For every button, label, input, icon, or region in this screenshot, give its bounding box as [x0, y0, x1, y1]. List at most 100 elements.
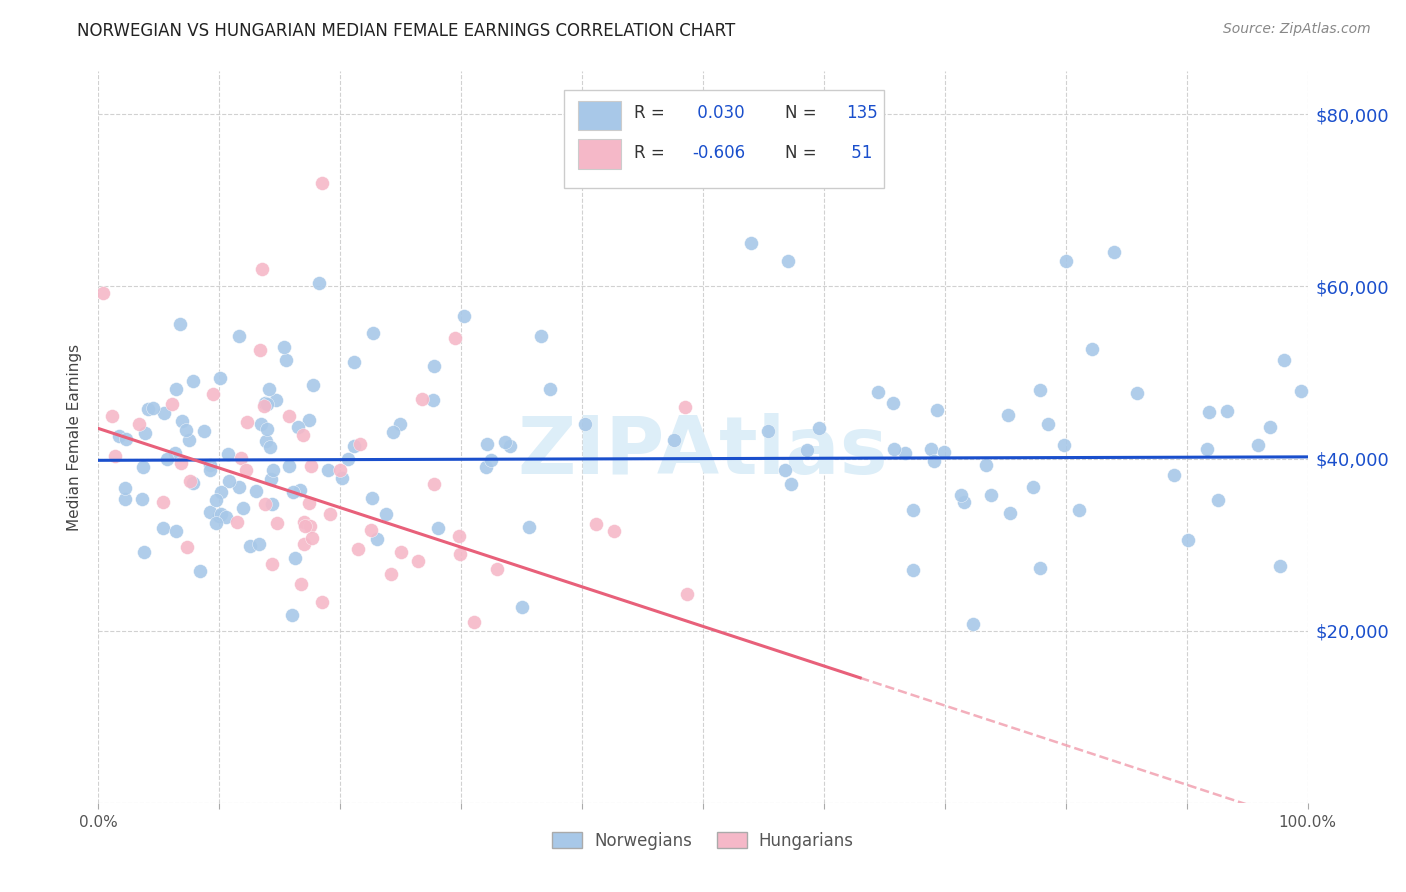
Point: [311, 595, 333, 609]
Point: [311, 176, 333, 190]
Point: [301, 531, 323, 545]
Point: [477, 436, 499, 450]
Point: [281, 485, 304, 500]
Point: [114, 432, 136, 446]
Point: [479, 452, 502, 467]
Point: [776, 253, 799, 268]
Point: [239, 539, 262, 553]
Point: [1054, 253, 1077, 268]
Point: [217, 446, 239, 460]
Point: [260, 472, 283, 486]
Point: [427, 521, 450, 535]
Point: [91, 285, 114, 300]
Point: [381, 425, 404, 440]
Point: [585, 517, 607, 532]
Point: [204, 516, 226, 530]
Point: [486, 562, 509, 576]
Point: [1029, 384, 1052, 398]
FancyBboxPatch shape: [564, 90, 884, 188]
Point: [198, 505, 221, 519]
Point: [349, 437, 371, 451]
FancyBboxPatch shape: [578, 139, 621, 169]
Point: [866, 384, 889, 399]
Point: [250, 262, 273, 277]
Point: [107, 429, 129, 443]
Point: [274, 353, 297, 368]
Text: N =: N =: [785, 144, 823, 161]
Point: [259, 441, 281, 455]
Point: [208, 508, 231, 523]
Point: [256, 422, 278, 436]
Point: [247, 536, 270, 550]
Point: [156, 451, 179, 466]
Point: [273, 340, 295, 354]
Point: [235, 415, 257, 429]
Point: [250, 417, 273, 432]
Point: [962, 617, 984, 632]
Point: [391, 544, 413, 558]
Legend: Norwegians, Hungarians: Norwegians, Hungarians: [546, 825, 860, 856]
Point: [1029, 561, 1052, 575]
Point: [225, 515, 247, 529]
Point: [205, 492, 228, 507]
Point: [453, 310, 475, 324]
Point: [292, 427, 315, 442]
Point: [360, 524, 382, 538]
Point: [901, 563, 924, 577]
Point: [423, 477, 446, 491]
Point: [366, 532, 388, 546]
Point: [172, 414, 194, 428]
Point: [264, 393, 287, 408]
Point: [100, 409, 122, 423]
Point: [343, 355, 366, 369]
Point: [519, 520, 541, 534]
Point: [676, 587, 699, 601]
Point: [253, 396, 276, 410]
Point: [343, 439, 366, 453]
Text: Source: ZipAtlas.com: Source: ZipAtlas.com: [1223, 22, 1371, 37]
Point: [329, 462, 352, 476]
Point: [408, 554, 430, 568]
Point: [444, 331, 467, 345]
Text: N =: N =: [785, 104, 823, 122]
Point: [277, 409, 299, 424]
Point: [953, 495, 976, 509]
Point: [411, 392, 433, 406]
Point: [290, 576, 312, 591]
Point: [780, 476, 803, 491]
Point: [292, 515, 315, 529]
Point: [662, 433, 685, 447]
Point: [177, 434, 200, 448]
Point: [245, 484, 267, 499]
Point: [1291, 384, 1313, 398]
Point: [347, 542, 370, 557]
Point: [278, 458, 301, 473]
Point: [218, 474, 240, 488]
Text: R =: R =: [634, 104, 671, 122]
Point: [292, 537, 315, 551]
Point: [281, 607, 304, 622]
Point: [114, 491, 136, 506]
Point: [1247, 438, 1270, 452]
Point: [198, 463, 221, 477]
Point: [1206, 492, 1229, 507]
Point: [1081, 342, 1104, 356]
Point: [463, 615, 485, 629]
Point: [932, 445, 955, 459]
Point: [262, 557, 284, 571]
Point: [153, 406, 176, 420]
Point: [142, 401, 165, 415]
Point: [165, 524, 187, 538]
Point: [298, 519, 321, 533]
Point: [740, 236, 762, 251]
Point: [603, 524, 626, 538]
Point: [574, 417, 596, 431]
Point: [1102, 245, 1125, 260]
Point: [165, 446, 187, 460]
Point: [257, 382, 280, 396]
Point: [976, 458, 998, 473]
Point: [249, 343, 271, 358]
Point: [1022, 480, 1045, 494]
Point: [256, 397, 278, 411]
Point: [229, 450, 252, 465]
